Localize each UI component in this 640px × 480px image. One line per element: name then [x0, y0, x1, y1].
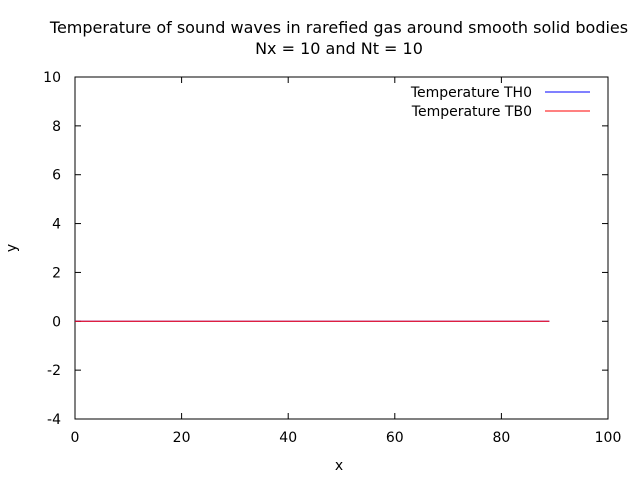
x-tick-label: 100: [595, 430, 622, 446]
x-tick-label: 60: [386, 430, 404, 446]
y-axis-label: y: [4, 244, 20, 252]
chart-title: Temperature of sound waves in rarefied g…: [49, 18, 628, 37]
legend: Temperature TH0 Temperature TB0: [410, 85, 590, 120]
legend-label-1: Temperature TH0: [410, 85, 532, 101]
legend-label-2: Temperature TB0: [411, 104, 532, 120]
x-tick-label: 0: [71, 430, 80, 446]
plot-frame: [74, 76, 609, 420]
x-tick-label: 80: [492, 430, 510, 446]
y-tick-label: 8: [52, 119, 61, 135]
y-tick-label: 10: [43, 70, 61, 86]
y-tick-label: -2: [47, 363, 61, 379]
x-axis-label: x: [335, 458, 343, 474]
x-tick-label: 20: [173, 430, 191, 446]
y-tick-label: 0: [52, 314, 61, 330]
axis-ticks: 0 20 40 60 80 100 -4 -2 0 2 4 6 8 10: [43, 70, 621, 446]
x-tick-label: 40: [279, 430, 297, 446]
chart-subtitle: Nx = 10 and Nt = 10: [255, 39, 423, 58]
y-tick-label: -4: [47, 412, 61, 428]
y-tick-label: 6: [52, 168, 61, 184]
y-tick-label: 2: [52, 265, 61, 281]
y-tick-label: 4: [52, 217, 61, 233]
